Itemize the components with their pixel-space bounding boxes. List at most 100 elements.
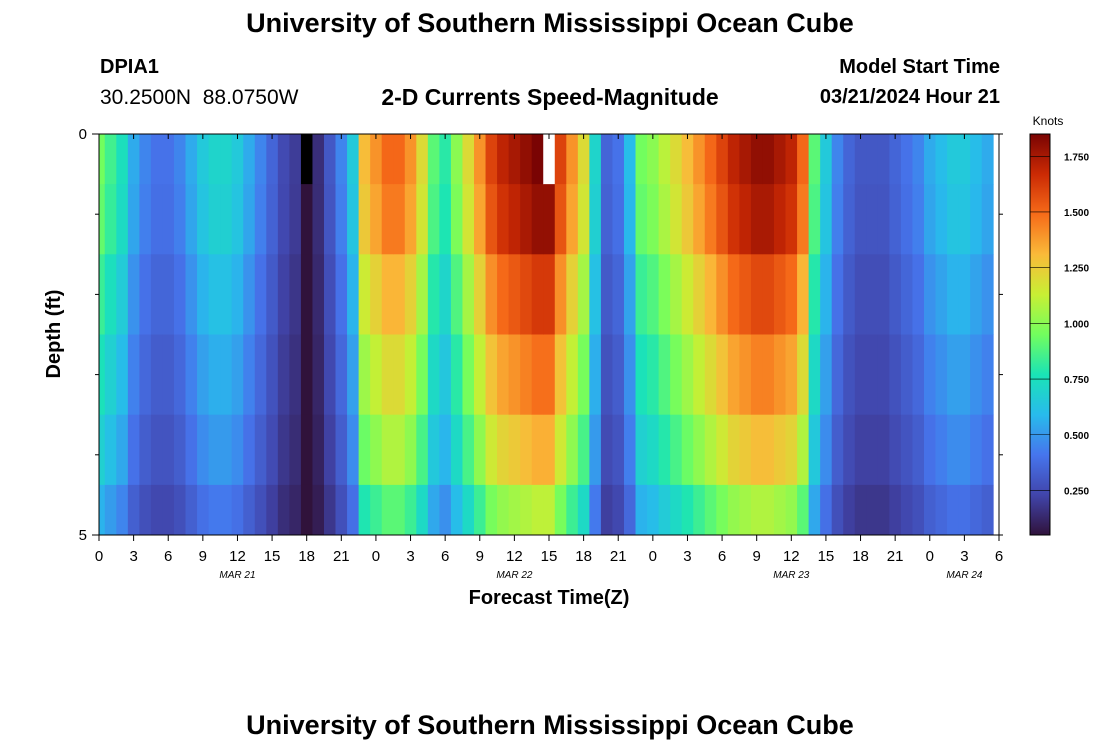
heatmap-cell xyxy=(231,414,244,486)
x-tick-label: 0 xyxy=(372,548,380,565)
heatmap-cell xyxy=(681,334,694,416)
heatmap-cell xyxy=(347,334,360,416)
heatmap-cell xyxy=(358,334,371,416)
heatmap-cell xyxy=(300,484,313,536)
heatmap-cell xyxy=(808,254,821,335)
heatmap-cell xyxy=(866,484,879,536)
heatmap-cell xyxy=(450,484,463,536)
heatmap-cell xyxy=(589,484,602,536)
heatmap-cell xyxy=(762,134,775,185)
heatmap-cell xyxy=(347,134,360,185)
heatmap-cell xyxy=(139,484,152,536)
heatmap-cell xyxy=(854,134,867,185)
heatmap-cell xyxy=(197,484,210,536)
heatmap-cell xyxy=(243,254,256,335)
x-tick-label: 18 xyxy=(575,548,592,565)
heatmap-cell xyxy=(981,254,994,335)
heatmap-cell xyxy=(393,334,406,416)
heatmap-cell xyxy=(127,134,140,185)
heatmap-cell xyxy=(208,184,221,255)
heatmap-cell xyxy=(243,334,256,416)
heatmap-cell xyxy=(416,184,429,255)
colorbar-label: Knots xyxy=(1033,114,1064,128)
heatmap-cell xyxy=(139,184,152,255)
x-tick-label: 6 xyxy=(995,548,1003,565)
heatmap-cell xyxy=(716,414,729,486)
heatmap-cell xyxy=(520,184,533,255)
heatmap-cell xyxy=(808,134,821,185)
heatmap-cell xyxy=(877,334,890,416)
heatmap-cell xyxy=(393,184,406,255)
heatmap-cell xyxy=(554,184,567,255)
plot-title: 2-D Currents Speed-Magnitude xyxy=(381,84,719,110)
heatmap-cell xyxy=(958,254,971,335)
heatmap-cell xyxy=(739,134,752,185)
heatmap-cell xyxy=(116,334,129,416)
heatmap-cell xyxy=(485,254,498,335)
heatmap-cell xyxy=(577,414,590,486)
station-coordinates: 30.2500N 88.0750W xyxy=(100,86,299,109)
heatmap-cell xyxy=(577,254,590,335)
heatmap-cell xyxy=(947,334,960,416)
heatmap-cell xyxy=(474,484,486,536)
heatmap-cell xyxy=(474,184,486,255)
heatmap-cell xyxy=(543,254,556,335)
heatmap-cell xyxy=(243,184,256,255)
heatmap-cell xyxy=(312,184,325,255)
heatmap-cell xyxy=(104,184,117,255)
heatmap-cell xyxy=(843,254,856,335)
heatmap-cell xyxy=(877,184,890,255)
heatmap-cell xyxy=(531,334,544,416)
heatmap-cell xyxy=(99,414,106,486)
heatmap-cell xyxy=(197,414,210,486)
heatmap-cell xyxy=(797,134,810,185)
heatmap-cell xyxy=(612,134,625,185)
heatmap-cell xyxy=(497,484,510,536)
heatmap-cell xyxy=(843,134,856,185)
heatmap-cell xyxy=(347,254,360,335)
heatmap-cell xyxy=(693,134,706,185)
heatmap-cell xyxy=(531,184,544,255)
heatmap-cell xyxy=(577,484,590,536)
heatmap-cell xyxy=(589,184,602,255)
heatmap-cell xyxy=(670,184,683,255)
heatmap-cell xyxy=(508,414,521,486)
heatmap-cell xyxy=(877,134,890,185)
heatmap-cell xyxy=(370,414,383,486)
heatmap-cell xyxy=(324,134,336,185)
heatmap-cell xyxy=(150,484,163,536)
x-tick-label: 3 xyxy=(406,548,414,565)
heatmap-cell xyxy=(924,254,936,335)
heatmap-cell xyxy=(162,484,175,536)
heatmap-cell xyxy=(393,414,406,486)
heatmap-cell xyxy=(162,254,175,335)
heatmap-cell xyxy=(600,484,613,536)
heatmap-cell xyxy=(266,484,279,536)
heatmap-cell xyxy=(208,414,221,486)
heatmap-cell xyxy=(462,484,475,536)
x-tick-label: 18 xyxy=(852,548,869,565)
heatmap-cell xyxy=(439,254,452,335)
heatmap-cell xyxy=(924,414,936,486)
heatmap-cell xyxy=(912,134,925,185)
heatmap-cell xyxy=(439,134,452,185)
x-tick-label: 3 xyxy=(960,548,968,565)
heatmap-cell xyxy=(174,254,186,335)
heatmap-cell xyxy=(474,254,486,335)
heatmap-cell xyxy=(970,254,983,335)
colorbar-tick-label: 1.500 xyxy=(1064,208,1089,219)
heatmap-cell xyxy=(670,134,683,185)
heatmap-cell xyxy=(139,134,152,185)
heatmap-cell xyxy=(762,334,775,416)
heatmap-cell xyxy=(439,184,452,255)
heatmap-cell xyxy=(99,184,106,255)
model-start-label: Model Start Time xyxy=(839,56,1000,78)
heatmap-cell xyxy=(981,184,994,255)
heatmap-cell xyxy=(474,414,486,486)
heatmap-cell xyxy=(912,484,925,536)
heatmap-cell xyxy=(912,254,925,335)
heatmap-cell xyxy=(958,334,971,416)
heatmap-cell xyxy=(197,184,210,255)
heatmap-cell xyxy=(612,414,625,486)
heatmap-cell xyxy=(785,484,798,536)
